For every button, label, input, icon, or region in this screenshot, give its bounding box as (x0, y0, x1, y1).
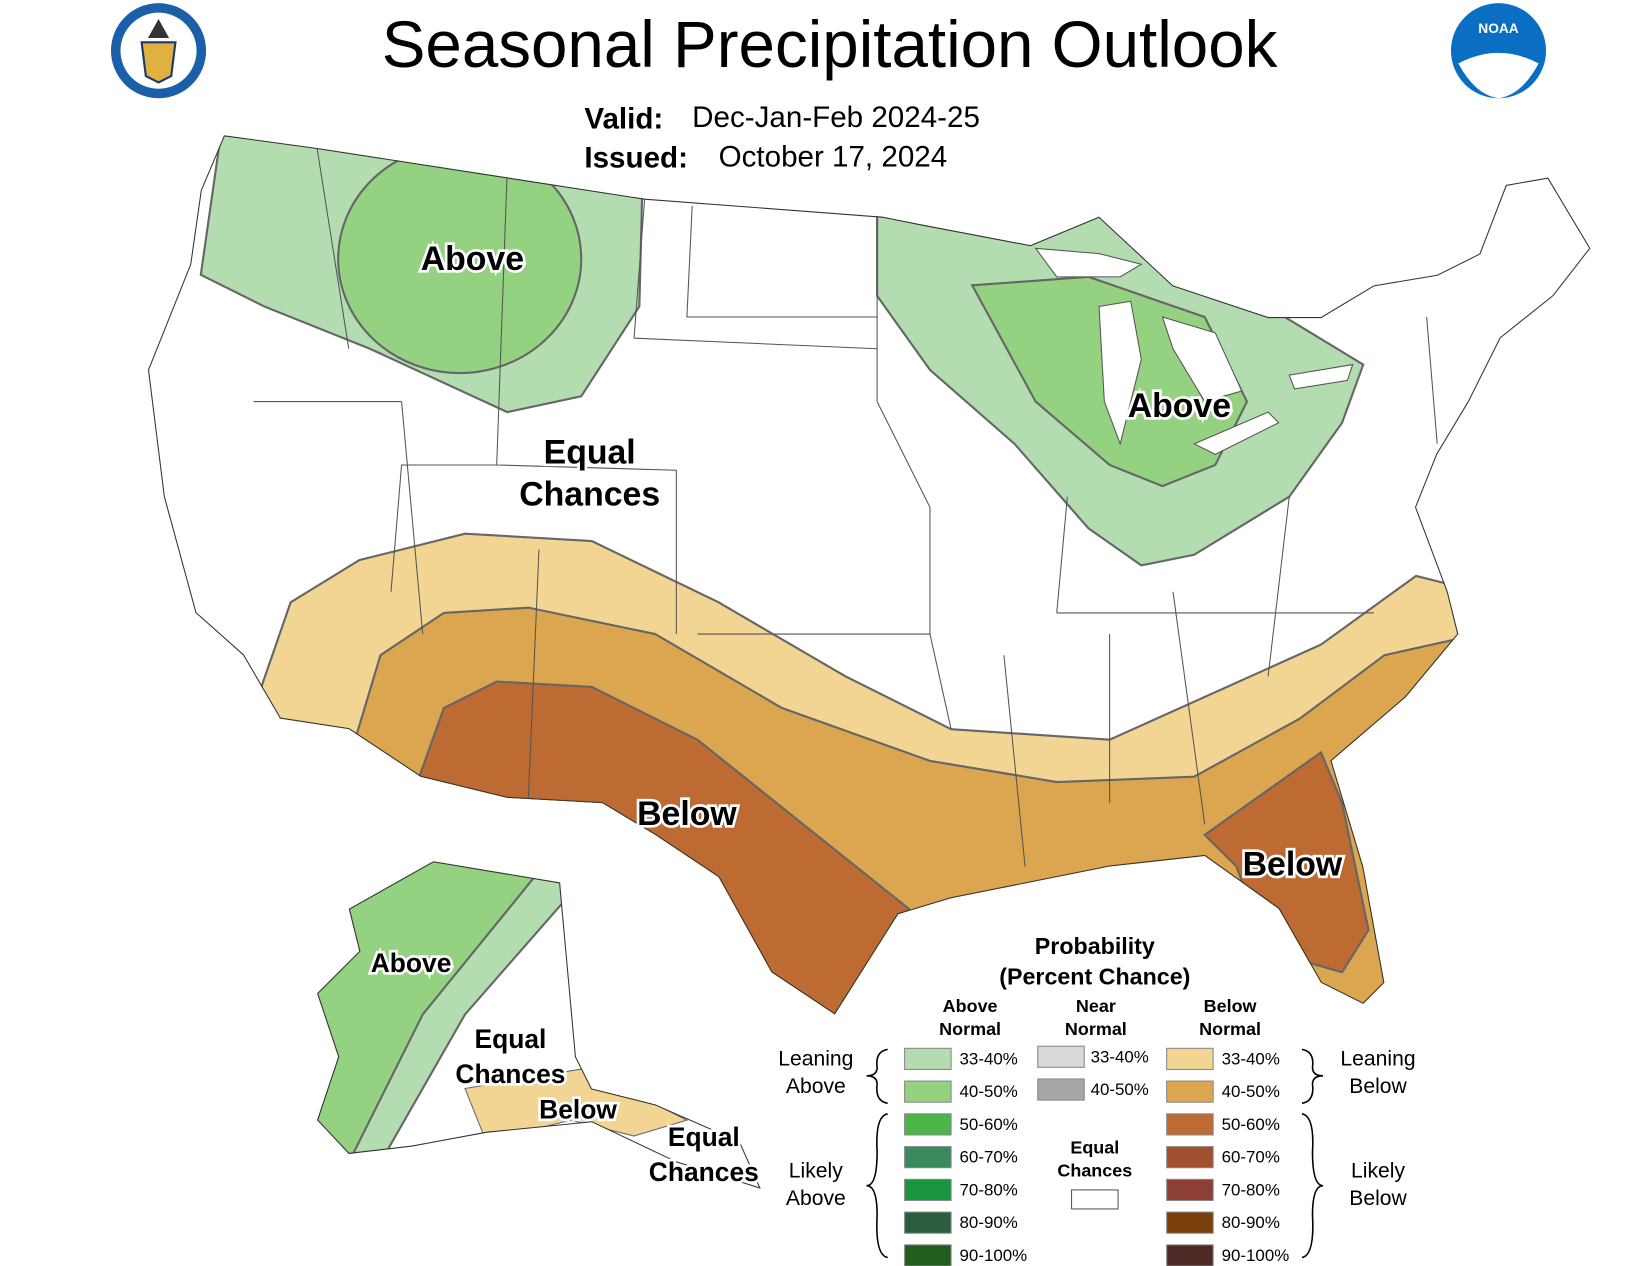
map-labels: Above Above Equal Chances Below Below Above Equ… (368, 237, 1345, 1189)
commerce-seal (110, 3, 207, 99)
legend-swatch (904, 1244, 952, 1266)
column-heading: Normal (939, 1019, 1001, 1039)
conus-shading (147, 135, 1591, 1015)
legend-swatch (904, 1047, 952, 1070)
legend: Probability(Percent Chance)AboveNormal33… (778, 933, 1416, 1266)
legend-swatch (904, 1146, 952, 1169)
column-heading: Below (1204, 996, 1257, 1016)
region-label: Chances (519, 476, 660, 514)
noaa-text: NOAA (1478, 21, 1518, 36)
title: Seasonal Precipitation Outlook (382, 8, 1278, 81)
legend-label: 50-60% (960, 1115, 1018, 1134)
region-label: Equal (474, 1024, 546, 1054)
side-label: Likely (1351, 1160, 1405, 1183)
noaa-logo: NOAA (1450, 3, 1547, 99)
region-label: Chances (455, 1059, 565, 1089)
column-heading: Near (1076, 996, 1116, 1016)
side-label: Below (1349, 1187, 1407, 1210)
legend-swatch (1166, 1178, 1214, 1202)
equal-chances-label: Equal (1070, 1137, 1119, 1157)
issued-label: Issued: (584, 141, 688, 174)
region-label: Below (539, 1095, 617, 1125)
side-label: Above (786, 1187, 846, 1210)
legend-label: 50-60% (1222, 1115, 1280, 1134)
side-label: Leaning (1340, 1048, 1415, 1071)
region-label: Below (637, 795, 737, 833)
legend-swatch (1166, 1146, 1214, 1169)
region-label: Below (1243, 845, 1343, 883)
legend-swatch (904, 1178, 952, 1202)
legend-label: 40-50% (1091, 1080, 1149, 1099)
region-label: Above (421, 240, 524, 278)
region-label: Above (371, 948, 452, 978)
legend-label: 40-50% (960, 1082, 1018, 1101)
column-heading: Normal (1065, 1019, 1127, 1039)
region-label: Equal (668, 1122, 740, 1152)
valid-label: Valid: (584, 102, 663, 135)
legend-label: 40-50% (1222, 1082, 1280, 1101)
valid-period: Dec-Jan-Feb 2024-25 (692, 101, 980, 134)
legend-title: Probability (1035, 933, 1155, 959)
legend-label: 60-70% (960, 1148, 1018, 1167)
legend-swatch (904, 1113, 952, 1136)
legend-swatch (904, 1080, 952, 1103)
region-label: Equal (544, 433, 636, 471)
side-label: Likely (789, 1160, 843, 1183)
side-label: Above (786, 1075, 846, 1098)
column-heading: Normal (1199, 1019, 1261, 1039)
legend-swatch (1166, 1047, 1214, 1070)
legend-swatch (1166, 1080, 1214, 1103)
legend-swatch (1166, 1113, 1214, 1136)
legend-label: 33-40% (1091, 1047, 1149, 1066)
legend-swatch (904, 1211, 952, 1234)
legend-swatch (1071, 1189, 1119, 1210)
legend-swatch (1166, 1244, 1214, 1266)
side-label: Leaning (778, 1048, 853, 1071)
legend-label: 33-40% (1222, 1049, 1280, 1068)
legend-label: 90-100% (960, 1246, 1028, 1265)
legend-label: 70-80% (960, 1180, 1018, 1199)
issued-date: October 17, 2024 (719, 140, 948, 173)
legend-label: 70-80% (1222, 1180, 1280, 1199)
region-label: Above (1128, 387, 1231, 425)
legend-label: 60-70% (1222, 1148, 1280, 1167)
legend-label: 33-40% (960, 1049, 1018, 1068)
legend-swatch (1166, 1211, 1214, 1234)
region-label: Chances (649, 1157, 759, 1187)
legend-swatch (1037, 1045, 1085, 1068)
legend-label: 80-90% (960, 1213, 1018, 1232)
equal-chances-label: Chances (1057, 1161, 1132, 1181)
legend-label: 80-90% (1222, 1213, 1280, 1232)
legend-swatch (1037, 1078, 1085, 1101)
side-label: Below (1349, 1075, 1407, 1098)
column-heading: Above (943, 996, 998, 1016)
legend-label: 90-100% (1222, 1246, 1290, 1265)
legend-title: (Percent Chance) (999, 964, 1190, 990)
